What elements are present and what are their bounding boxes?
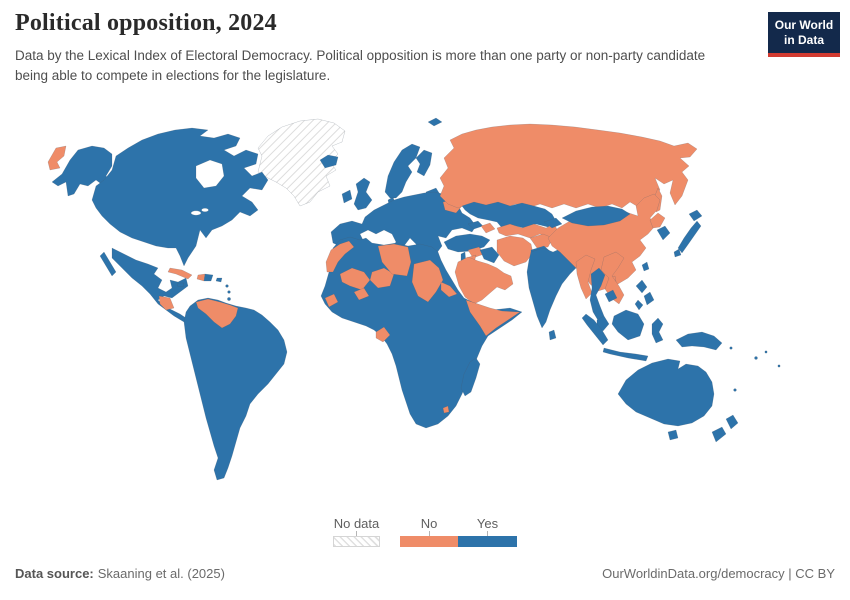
chart-header: Political opposition, 2024 Data by the L… [15, 10, 755, 85]
region-philippines-mindanao[interactable] [643, 291, 655, 306]
region-iraq[interactable] [479, 246, 500, 264]
region-alaska[interactable] [51, 145, 113, 197]
region-sri-lanka[interactable] [548, 329, 557, 341]
region-south-america[interactable] [183, 297, 288, 481]
region-mali[interactable] [339, 267, 371, 291]
page-title: Political opposition, 2024 [15, 10, 277, 36]
region-haiti[interactable] [196, 273, 206, 282]
region-thailand[interactable] [589, 267, 606, 323]
data-source: Data source: Skaaning et al. (2025) [15, 566, 225, 581]
region-uk[interactable] [353, 177, 373, 211]
region-scandinavia[interactable] [384, 143, 421, 199]
region-gabon[interactable] [375, 326, 391, 343]
region-antilles-2[interactable] [227, 290, 231, 294]
region-dominican-republic[interactable] [203, 273, 214, 282]
data-source-label: Data source: [15, 566, 94, 581]
region-libya[interactable] [377, 243, 412, 277]
legend-swatch-yes[interactable] [458, 536, 517, 547]
region-mexico-central-america[interactable] [111, 247, 197, 323]
region-nicaragua[interactable] [158, 295, 175, 311]
region-pacific-island-2[interactable] [777, 364, 781, 368]
owid-logo-line1: Our World [774, 18, 834, 32]
region-europe-mainland[interactable] [330, 191, 477, 263]
region-cuba[interactable] [167, 267, 193, 280]
region-venezuela[interactable] [195, 298, 239, 329]
region-chukotka[interactable] [47, 145, 67, 171]
region-borneo[interactable] [611, 309, 645, 341]
region-taiwan[interactable] [641, 261, 650, 272]
region-new-guinea[interactable] [675, 331, 723, 351]
region-iran[interactable] [496, 235, 534, 267]
region-svalbard[interactable] [427, 117, 443, 127]
region-new-caledonia[interactable] [733, 388, 737, 392]
region-puerto-rico[interactable] [215, 277, 223, 283]
region-kyrgyzstan[interactable] [543, 217, 563, 229]
legend-swatch-no-data[interactable] [333, 536, 380, 547]
legend-item-no-data[interactable]: No data [333, 517, 380, 547]
region-philippines-visayas[interactable] [634, 299, 644, 311]
region-guinea[interactable] [324, 293, 339, 308]
region-russia[interactable] [439, 123, 698, 215]
owid-logo-line2: in Data [783, 33, 824, 47]
region-antilles-1[interactable] [225, 284, 229, 288]
legend-tick [428, 531, 430, 536]
legend-tick [487, 531, 488, 536]
map-legend: No data No Yes [0, 517, 850, 551]
region-south-korea[interactable] [656, 225, 671, 241]
legend-label-yes: Yes [476, 516, 499, 531]
region-arabian-peninsula[interactable] [454, 256, 514, 305]
legend-label-no-data: No data [333, 516, 380, 531]
region-jamaica[interactable] [176, 282, 185, 288]
region-tasmania[interactable] [667, 429, 679, 441]
region-eritrea-djibouti[interactable] [440, 281, 458, 298]
region-north-korea[interactable] [649, 212, 666, 229]
region-laos-vietnam[interactable] [600, 251, 625, 305]
region-japan-honshu[interactable] [677, 220, 702, 254]
hudson-bay [195, 159, 225, 189]
legend-swatch-no[interactable] [400, 536, 458, 547]
page-subtitle: Data by the Lexical Index of Electoral D… [15, 48, 706, 83]
region-morocco-wsahara[interactable] [325, 240, 355, 273]
legend-item-yes[interactable]: Yes [458, 517, 517, 547]
region-new-zealand-south[interactable] [711, 426, 727, 443]
region-burkina-faso[interactable] [353, 287, 370, 301]
region-java[interactable] [602, 347, 649, 362]
region-fiji[interactable] [754, 356, 758, 360]
region-madagascar[interactable] [460, 357, 481, 397]
region-pacific-island-1[interactable] [764, 350, 768, 354]
legend-tick [356, 531, 357, 536]
footer-attribution[interactable]: OurWorldinData.org/democracy | CC BY [602, 566, 835, 581]
legend-label-no: No [420, 516, 438, 531]
region-sudan[interactable] [411, 259, 444, 303]
region-sulawesi[interactable] [651, 317, 664, 344]
region-cambodia[interactable] [604, 289, 618, 303]
chart-footer: Data source: Skaaning et al. (2025) OurWo… [15, 566, 835, 581]
region-eswatini[interactable] [442, 405, 450, 414]
region-iceland[interactable] [319, 154, 339, 169]
region-niger[interactable] [369, 267, 395, 289]
region-philippines-luzon[interactable] [635, 279, 648, 294]
region-ireland[interactable] [341, 189, 353, 204]
region-finland[interactable] [415, 149, 433, 177]
region-japan-hokkaido[interactable] [688, 209, 703, 222]
owid-logo: Our World in Data [768, 12, 840, 57]
region-trinidad[interactable] [227, 297, 231, 301]
region-myanmar[interactable] [575, 254, 596, 300]
region-somalia[interactable] [465, 299, 521, 337]
region-azerbaijan[interactable] [480, 222, 496, 234]
data-source-value: Skaaning et al. (2025) [97, 566, 225, 581]
region-new-zealand-north[interactable] [725, 414, 739, 430]
great-lakes-2 [201, 207, 209, 213]
region-sumatra[interactable] [581, 313, 609, 346]
region-japan-kyushu[interactable] [673, 248, 682, 258]
region-mongolia[interactable] [561, 205, 631, 227]
region-solomons[interactable] [729, 346, 733, 350]
region-baja[interactable] [99, 251, 117, 277]
great-lakes [190, 210, 202, 216]
region-canada-usa[interactable] [91, 127, 269, 267]
region-australia[interactable] [617, 358, 715, 427]
legend-item-no[interactable]: No [400, 517, 458, 547]
